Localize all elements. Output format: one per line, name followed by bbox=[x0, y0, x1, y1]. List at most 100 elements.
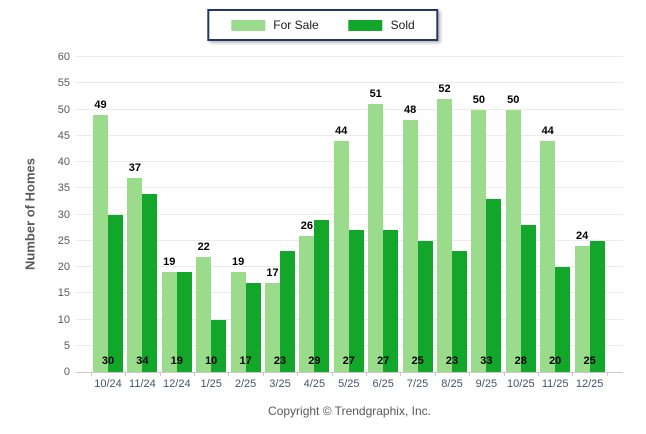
sold-value-label: 30 bbox=[101, 355, 115, 367]
sold-value-label: 20 bbox=[549, 355, 562, 367]
sold-value-label: 27 bbox=[342, 355, 355, 367]
for-sale-value-label: 22 bbox=[197, 240, 210, 253]
bar-for-sale bbox=[127, 177, 143, 372]
bar-for-sale bbox=[161, 272, 177, 372]
x-axis-label-8-25: 8/25 bbox=[441, 378, 463, 390]
sold-value-label: 19 bbox=[170, 355, 183, 367]
x-axis-tick bbox=[503, 372, 505, 376]
x-axis-tick bbox=[262, 372, 264, 376]
bar-for-sale bbox=[333, 141, 349, 372]
x-axis-label-4-25: 4/25 bbox=[303, 378, 326, 390]
bar-sold bbox=[589, 240, 605, 372]
bar-sold bbox=[108, 214, 123, 372]
sold-value-label: 28 bbox=[514, 355, 527, 367]
bar-sold bbox=[211, 319, 227, 372]
sold-value-label: 29 bbox=[308, 355, 321, 367]
y-tick-label-60: 60 bbox=[57, 51, 70, 63]
for-sale-value-label: 50 bbox=[507, 93, 520, 106]
x-axis-line bbox=[76, 372, 623, 373]
x-axis-label-10-24: 10/24 bbox=[94, 378, 122, 390]
gridline-50 bbox=[76, 108, 623, 110]
bar-for-sale bbox=[93, 114, 108, 372]
x-axis-label-7-25: 7/25 bbox=[406, 378, 429, 390]
bar-sold bbox=[176, 272, 192, 372]
for-sale-value-label: 44 bbox=[335, 125, 348, 137]
for-sale-value-label: 19 bbox=[231, 256, 245, 269]
sold-value-label: 25 bbox=[583, 355, 596, 367]
legend-label-sold: Sold bbox=[390, 18, 415, 32]
x-axis-tick bbox=[400, 372, 402, 376]
x-axis-label-1-25: 1/25 bbox=[200, 378, 222, 390]
x-axis-tick bbox=[572, 372, 574, 376]
sold-value-label: 33 bbox=[480, 355, 493, 367]
sold-value-label: 10 bbox=[205, 355, 218, 367]
y-tick-label-0: 0 bbox=[63, 366, 70, 378]
for-sale-value-label: 17 bbox=[266, 266, 279, 279]
for-sale-value-label: 19 bbox=[163, 256, 176, 269]
legend-label-for-sale: For Sale bbox=[273, 18, 319, 32]
sold-value-label: 23 bbox=[445, 355, 459, 367]
legend-item-sold: Sold bbox=[348, 18, 415, 32]
x-axis-tick bbox=[538, 372, 539, 376]
for-sale-value-label: 50 bbox=[472, 93, 486, 106]
gridline-30 bbox=[76, 213, 623, 215]
sold-value-label: 25 bbox=[411, 355, 424, 367]
y-tick-label-10: 10 bbox=[57, 313, 70, 326]
copyright-text: Copyright © Trendgraphix, Inc. bbox=[268, 404, 431, 418]
for-sale-value-label: 49 bbox=[94, 98, 107, 111]
x-axis-tick bbox=[606, 372, 608, 376]
for-sale-value-label: 37 bbox=[128, 161, 142, 174]
bar-sold bbox=[348, 230, 364, 372]
bar-for-sale bbox=[368, 104, 384, 372]
x-axis-tick bbox=[159, 372, 161, 376]
for-sale-value-label: 48 bbox=[403, 104, 417, 116]
x-axis-label-3-25: 3/25 bbox=[269, 378, 291, 390]
x-axis-label-6-25: 6/25 bbox=[372, 378, 394, 390]
bar-sold bbox=[245, 282, 261, 372]
bar-sold bbox=[555, 267, 571, 372]
x-axis-tick bbox=[469, 372, 471, 376]
x-axis-label-12-24: 12/24 bbox=[163, 378, 191, 390]
y-tick-label-5: 5 bbox=[63, 339, 70, 352]
y-tick-label-20: 20 bbox=[57, 261, 70, 273]
y-tick-label-55: 55 bbox=[57, 77, 70, 90]
sold-value-label: 34 bbox=[136, 355, 149, 367]
bar-sold bbox=[142, 193, 158, 372]
x-axis-tick bbox=[125, 372, 127, 376]
y-tick-label-25: 25 bbox=[57, 234, 70, 247]
x-axis-tick bbox=[331, 372, 333, 376]
x-axis-label-11-24: 11/24 bbox=[129, 378, 156, 390]
bar-for-sale bbox=[196, 256, 212, 372]
for-sale-value-label: 24 bbox=[575, 230, 589, 242]
gridline-55 bbox=[76, 82, 623, 84]
x-axis-label-5-25: 5/25 bbox=[338, 378, 360, 390]
y-tick-label-40: 40 bbox=[57, 156, 70, 168]
bar-for-sale bbox=[437, 99, 452, 372]
x-axis-label-12-25: 12/25 bbox=[575, 378, 604, 390]
y-tick-label-15: 15 bbox=[57, 287, 70, 300]
bar-for-sale bbox=[540, 141, 556, 372]
plot-area: 49 30 37 34 19 19 22 10 19 17 17 23 26 29 44 27 51 27 48 25… bbox=[76, 56, 623, 373]
x-axis-tick bbox=[434, 372, 436, 376]
x-axis-label-9-25: 9/25 bbox=[475, 378, 498, 390]
bar-sold bbox=[383, 230, 399, 372]
gridline-40 bbox=[76, 161, 623, 162]
sold-swatch bbox=[348, 19, 383, 31]
x-axis-tick bbox=[90, 372, 92, 376]
bar-sold bbox=[314, 219, 330, 372]
bar-for-sale bbox=[471, 109, 487, 372]
bar-for-sale bbox=[574, 246, 590, 372]
bar-for-sale bbox=[505, 109, 521, 372]
bar-for-sale bbox=[402, 120, 418, 372]
bar-sold bbox=[486, 198, 502, 372]
x-axis-tick bbox=[297, 372, 299, 376]
bar-sold bbox=[452, 251, 467, 372]
y-tick-label-35: 35 bbox=[57, 182, 70, 195]
y-tick-label-30: 30 bbox=[57, 208, 70, 221]
x-axis-label-10-25: 10/25 bbox=[507, 378, 535, 390]
for-sale-value-label: 52 bbox=[438, 83, 451, 95]
sold-value-label: 27 bbox=[377, 355, 390, 367]
x-axis-label-11-25: 11/25 bbox=[541, 378, 569, 390]
gridline-35 bbox=[76, 187, 623, 189]
